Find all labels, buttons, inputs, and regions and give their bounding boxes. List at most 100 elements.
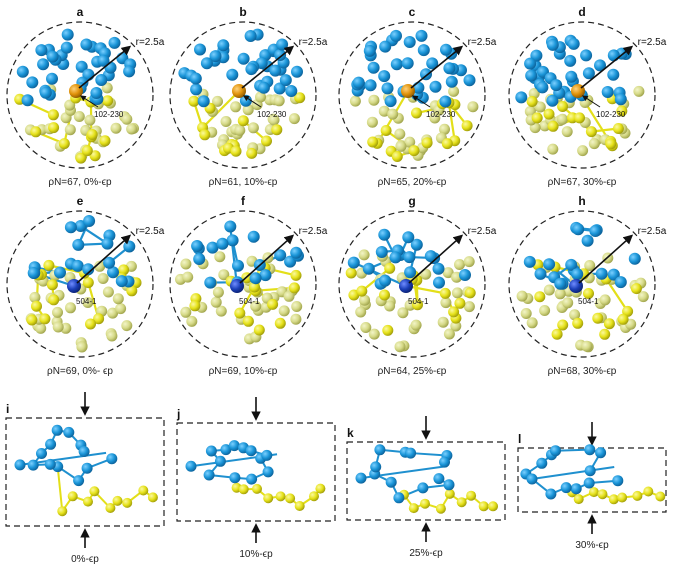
yellow-atom [86, 129, 98, 140]
yellow-atom [237, 115, 249, 127]
blue-atom [72, 238, 85, 251]
yellow-atom [557, 101, 569, 112]
blue-atom [443, 62, 456, 75]
blue-atom [584, 444, 596, 456]
pale-atom [82, 297, 94, 308]
blue-atom [595, 447, 607, 459]
yellow-atom [461, 120, 473, 132]
blue-atom [276, 38, 289, 51]
pale-atom [366, 116, 378, 128]
atom-label-pointer [411, 95, 431, 108]
blue-atom [439, 456, 450, 468]
blue-atom [362, 262, 375, 275]
blue-atom [389, 251, 402, 264]
blue-atom [63, 426, 75, 438]
yellow-atom [48, 294, 60, 306]
blue-atom [543, 258, 556, 271]
atom-group [349, 29, 479, 162]
pale-atom [520, 308, 532, 319]
pale-atom [451, 287, 463, 299]
pale-atom [106, 330, 118, 342]
blue-atom [401, 57, 414, 70]
blue-atom [103, 256, 116, 269]
pale-atom [291, 301, 303, 312]
panel-letter: k [347, 426, 354, 440]
panel-letter: d [578, 5, 585, 19]
blue-atom [81, 462, 93, 474]
pale-atom [349, 95, 361, 107]
blue-atom [39, 86, 52, 99]
pale-atom [387, 108, 399, 120]
blue-atom [347, 256, 360, 269]
pale-atom [561, 126, 573, 138]
pale-atom [102, 286, 114, 298]
yellow-atom [557, 319, 569, 331]
yellow-atom [309, 491, 319, 502]
blue-atom [582, 67, 595, 80]
yellow-atom [82, 277, 94, 289]
blue-atom [560, 482, 572, 494]
pale-atom [35, 322, 47, 334]
blue-atom [291, 65, 303, 78]
pale-atom [126, 123, 138, 135]
blue-atom [545, 488, 557, 500]
pale-atom [534, 101, 546, 113]
panel-caption: ρN=69, 10%-ϵp [209, 366, 278, 377]
blue-atom [78, 446, 90, 457]
pale-atom [180, 306, 192, 318]
yellow-atom [630, 283, 642, 295]
yellow-atom [57, 506, 68, 517]
blue-atom [108, 36, 121, 49]
blue-atom [379, 40, 392, 53]
radius-label: r=2.5a [638, 37, 667, 48]
yellow-atom [412, 299, 423, 311]
blue-atom [191, 240, 204, 252]
blue-atom [459, 269, 471, 281]
radius-arrow [578, 234, 634, 284]
dashed-box-outline [346, 441, 506, 521]
yellow-atom [46, 279, 58, 291]
blue-atom [115, 275, 128, 288]
blue-atom [228, 440, 240, 452]
blue-atom [515, 91, 528, 104]
radius-arrow [78, 45, 132, 89]
blue-atom [536, 457, 548, 469]
blue-atom [445, 75, 458, 88]
circle-panels-layer: a r=2.5a 102-230 ρN=67, 0%-ϵp b r=2.5a 102-230… [6, 5, 667, 377]
atom-id-label: 102-230 [94, 110, 124, 119]
blue-atom [554, 277, 567, 290]
blue-atom [189, 72, 202, 85]
pale-atom [268, 114, 280, 126]
pale-atom [180, 258, 192, 270]
dashed-box-outline [176, 422, 336, 522]
cutoff-sphere-outline [508, 210, 656, 358]
dashed-box-outline [5, 417, 165, 527]
yellow-atom [105, 503, 116, 513]
panel-caption: ρN=65, 20%-ϵp [378, 177, 447, 188]
blue-atom [61, 28, 74, 41]
yellow-atom [253, 324, 265, 336]
yellow-atom [464, 287, 476, 299]
yellow-atom [290, 269, 302, 281]
blue-atom [279, 74, 292, 87]
blue-atom [550, 79, 563, 92]
yellow-atom [246, 147, 258, 159]
pale-atom [360, 322, 372, 333]
box-panel-l: l 30%-ϵp [517, 422, 667, 551]
yellow-atom [189, 300, 201, 312]
yellow-atom [616, 105, 628, 117]
pale-atom [439, 123, 450, 135]
blue-atom [261, 449, 273, 461]
atom-group [14, 28, 139, 164]
blue-atom [106, 453, 118, 465]
yellow-atom [448, 306, 460, 318]
yellow-atom [288, 282, 300, 294]
yellow-atom [83, 496, 93, 507]
blue-atom [35, 44, 48, 57]
pale-atom [84, 114, 96, 126]
pale-atom [524, 106, 536, 117]
yellow-atom [147, 492, 158, 503]
blue-atom [550, 445, 561, 457]
pale-atom [562, 297, 574, 309]
yellow-atom [315, 483, 326, 494]
